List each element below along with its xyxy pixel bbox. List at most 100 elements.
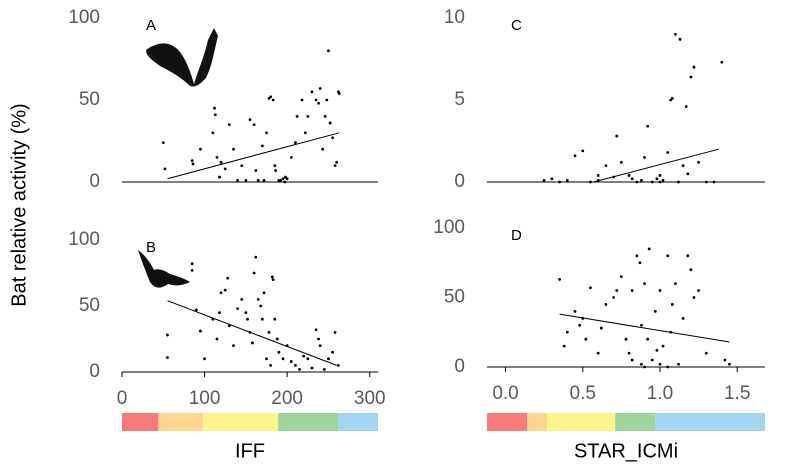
point	[333, 164, 337, 168]
point	[300, 98, 304, 102]
point	[240, 164, 244, 168]
point	[327, 49, 330, 53]
point	[331, 350, 334, 354]
point	[166, 333, 169, 337]
point	[226, 276, 230, 280]
point	[310, 366, 314, 370]
point	[674, 282, 677, 285]
point	[630, 289, 634, 292]
point	[658, 180, 662, 184]
point	[638, 261, 642, 265]
color-band	[158, 413, 203, 431]
x-tick-label: 1.0	[647, 383, 673, 404]
point	[260, 317, 264, 321]
trend-line	[559, 313, 730, 343]
point	[615, 289, 619, 292]
point	[211, 131, 215, 135]
y-tick-label: 0	[454, 171, 465, 192]
y-axis-title: Bat relative activity (%)	[8, 103, 30, 306]
point	[661, 344, 665, 348]
point	[589, 180, 592, 184]
point	[677, 180, 680, 184]
x-tick-label: 300	[354, 388, 386, 409]
point	[244, 311, 248, 314]
point	[720, 60, 724, 64]
point	[223, 288, 227, 292]
point	[265, 357, 268, 361]
y-tick-label: 50	[79, 89, 100, 110]
y-tick-label: 0	[89, 361, 100, 382]
point	[630, 358, 634, 362]
point	[666, 254, 670, 258]
y-tick-label: 100	[68, 7, 100, 28]
point	[240, 298, 244, 301]
point	[190, 268, 194, 272]
point	[190, 159, 194, 163]
point	[285, 177, 289, 181]
point	[635, 180, 639, 184]
point	[219, 160, 223, 164]
point	[653, 310, 657, 313]
point	[215, 337, 219, 341]
point	[191, 162, 195, 166]
point	[658, 362, 662, 366]
x-tick-label: 0.5	[570, 383, 596, 404]
x-tick-label: 100	[189, 388, 221, 409]
panel-label: D	[511, 227, 522, 244]
point	[678, 37, 682, 41]
point	[596, 174, 600, 177]
trend-line	[593, 148, 719, 183]
point	[271, 98, 275, 102]
panel-label: C	[511, 17, 522, 34]
point	[658, 174, 662, 177]
point	[295, 115, 299, 118]
point	[218, 311, 221, 314]
y-tick-label: 100	[433, 217, 465, 238]
point	[203, 357, 206, 361]
point	[294, 141, 297, 145]
point	[655, 348, 659, 352]
point	[661, 178, 665, 182]
point	[337, 92, 341, 95]
point	[677, 362, 680, 366]
color-band	[338, 413, 378, 431]
point	[199, 147, 202, 151]
y-tick-label: 0	[89, 171, 100, 192]
point	[689, 268, 693, 272]
color-band	[527, 413, 548, 431]
point	[215, 156, 219, 159]
trend-line	[167, 300, 337, 366]
point	[281, 357, 285, 361]
point	[550, 177, 554, 181]
point	[542, 178, 546, 182]
x-tick-label: 1.5	[724, 383, 750, 404]
point	[643, 365, 646, 369]
x-axis-title: IFF	[235, 440, 265, 462]
x-axis-title: STAR_ICMi	[574, 440, 678, 462]
point	[728, 362, 731, 366]
point	[692, 296, 696, 299]
point	[213, 106, 216, 110]
point	[640, 362, 643, 366]
point	[558, 278, 561, 281]
point	[658, 289, 662, 292]
point	[251, 341, 254, 345]
point	[573, 310, 577, 313]
point	[704, 351, 708, 355]
point	[219, 291, 223, 295]
point	[306, 357, 310, 361]
y-tick-label: 100	[68, 229, 100, 250]
y-tick-label: 50	[444, 287, 465, 308]
point	[615, 134, 619, 138]
point	[236, 178, 240, 182]
point	[578, 323, 582, 327]
point	[646, 337, 650, 341]
point	[314, 328, 318, 332]
point	[573, 154, 577, 158]
y-tick-label: 10	[444, 7, 465, 28]
point	[643, 282, 646, 285]
point	[271, 278, 275, 281]
point	[294, 364, 297, 367]
point	[199, 329, 202, 333]
